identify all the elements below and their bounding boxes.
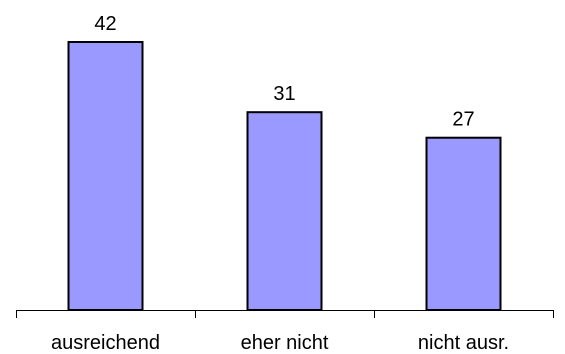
data-labels-group: 42 31 27 bbox=[94, 13, 474, 131]
bar-nicht-ausr bbox=[425, 136, 502, 311]
x-axis-ticks bbox=[16, 310, 554, 318]
category-label: ausreichend bbox=[51, 332, 160, 354]
data-label: 31 bbox=[273, 83, 295, 105]
data-label: 42 bbox=[94, 13, 116, 35]
category-label: eher nicht bbox=[241, 332, 329, 354]
bar-eher-nicht bbox=[246, 111, 323, 311]
bars-group bbox=[67, 41, 502, 311]
data-label: 27 bbox=[452, 109, 474, 131]
category-labels-group: ausreichend eher nicht nicht ausr. bbox=[51, 332, 509, 354]
bar-ausreichend bbox=[67, 41, 144, 311]
category-label: nicht ausr. bbox=[418, 332, 509, 354]
